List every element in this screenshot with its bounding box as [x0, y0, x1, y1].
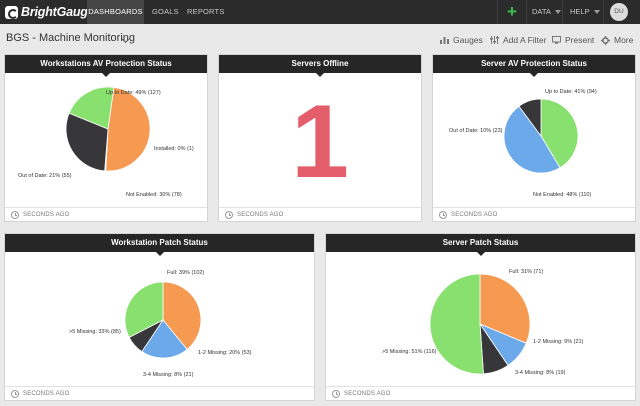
- nav-divider: [562, 0, 563, 24]
- dashboard-toolbar: BGS - Machine Monitoring Gauges Add A Fi…: [0, 24, 640, 52]
- clock-icon: [225, 210, 233, 219]
- pie-slice-label: 1-2 Missing: 20% (53): [198, 350, 252, 356]
- pie-slice[interactable]: [162, 281, 202, 350]
- add-plus-icon[interactable]: +: [507, 2, 517, 21]
- pie-slice-label: Not Enabled: 30% (78): [126, 192, 182, 198]
- pie-slice-label: Up to Date: 41% (94): [545, 89, 597, 95]
- gauge-card-workstations-av[interactable]: Workstations AV Protection Status Up to …: [4, 54, 208, 222]
- pie-slice[interactable]: [141, 319, 188, 359]
- gauge-title: Server Patch Status: [326, 234, 635, 256]
- updated-time: SECONDS AGO: [451, 211, 498, 218]
- gauges-label: Gauges: [453, 35, 483, 45]
- nav-tab-reports[interactable]: REPORTS: [187, 7, 225, 16]
- pie-chart: Up to Date: 49% (127) Installed: 0% (1) …: [18, 86, 194, 198]
- pie-slice[interactable]: [68, 86, 115, 130]
- servers-offline-value: 1: [291, 84, 349, 200]
- nav-tab-goals[interactable]: GOALS: [152, 7, 179, 16]
- gauge-card-server-patch[interactable]: Server Patch Status Full: 31% (71) 1-2 M…: [325, 233, 636, 401]
- gauge-updated-footer: SECONDS AGO: [326, 386, 635, 400]
- gauges-button[interactable]: Gauges: [440, 34, 483, 46]
- caret-down-icon: [593, 10, 600, 15]
- nav-divider: [497, 0, 498, 24]
- pie-slice-label: Not Enabled: 48% (110): [533, 192, 591, 198]
- pie-chart: Full: 39% (102) 1-2 Missing: 20% (53) 3-…: [69, 270, 252, 378]
- pie-slice-label: 1-2 Missing: 9% (21): [533, 339, 584, 345]
- pie-slice-label: Installed: 0% (1): [154, 146, 194, 152]
- gauge-card-workstation-patch[interactable]: Workstation Patch Status Full: 39% (102)…: [4, 233, 315, 401]
- dashboard-title[interactable]: BGS - Machine Monitoring: [6, 32, 135, 44]
- pie-slice[interactable]: [479, 273, 531, 344]
- gauge-title: Workstations AV Protection Status: [5, 55, 207, 77]
- pie-slice-label: Full: 39% (102): [167, 270, 204, 276]
- gauge-card-servers-offline[interactable]: Servers Offline 1 SECONDS AGO: [218, 54, 422, 222]
- brand-logo[interactable]: BrightGauge: [5, 4, 95, 20]
- gauge-updated-footer: SECONDS AGO: [433, 207, 635, 221]
- pie-slice[interactable]: [429, 273, 484, 375]
- gauge-title: Servers Offline: [219, 55, 421, 77]
- updated-time: SECONDS AGO: [344, 390, 391, 397]
- gauge-updated-footer: SECONDS AGO: [219, 207, 421, 221]
- nav-tab-dashboards[interactable]: DASHBOARDS: [87, 0, 144, 24]
- data-menu[interactable]: DATA: [532, 0, 561, 24]
- gauge-updated-footer: SECONDS AGO: [5, 207, 207, 221]
- gauge-updated-footer: SECONDS AGO: [5, 386, 314, 400]
- updated-time: SECONDS AGO: [237, 211, 284, 218]
- pie-slice[interactable]: [503, 105, 561, 174]
- brightgauge-logo-icon: [5, 5, 18, 19]
- pie-slice-label: Full: 31% (71): [509, 269, 543, 275]
- bar-chart-icon: [440, 37, 449, 44]
- more-label: More: [614, 35, 634, 45]
- gauge-title: Workstation Patch Status: [5, 234, 314, 256]
- pie-slice[interactable]: [540, 98, 579, 169]
- pie-slice-label: Out of Date: 10% (23): [449, 128, 503, 134]
- pie-slice-label: 3-4 Missing: 8% (19): [515, 370, 566, 376]
- monitor-icon: [552, 36, 561, 44]
- nav-divider: [526, 0, 527, 24]
- clock-icon: [332, 389, 340, 398]
- pie-slice[interactable]: [124, 281, 164, 338]
- user-avatar[interactable]: DU: [610, 3, 628, 21]
- pie-chart: Up to Date: 41% (94) Not Enabled: 48% (1…: [449, 89, 597, 198]
- add-filter-button[interactable]: Add A Filter: [490, 34, 546, 46]
- clock-icon: [11, 210, 19, 219]
- pie-slice[interactable]: [105, 86, 151, 172]
- pie-slice-label: Up to Date: 49% (127): [106, 90, 161, 96]
- help-menu[interactable]: HELP: [570, 0, 600, 24]
- nav-divider: [603, 0, 604, 24]
- filter-sliders-icon: [490, 36, 499, 44]
- pie-slice[interactable]: [518, 98, 542, 138]
- present-label: Present: [565, 35, 595, 45]
- gear-icon: [601, 35, 610, 45]
- brand-name: BrightGauge: [21, 5, 95, 19]
- caret-down-icon: [554, 10, 561, 15]
- add-filter-label: Add A Filter: [503, 35, 547, 45]
- pie-slice-label: Out of Date: 21% (55): [18, 173, 72, 179]
- help-menu-label: HELP: [570, 7, 590, 16]
- clock-icon: [439, 210, 447, 219]
- pie-slice-label: 3-4 Missing: 8% (21): [143, 372, 194, 378]
- pie-slice-label: >5 Missing: 51% (116): [382, 349, 437, 355]
- present-button[interactable]: Present: [552, 34, 594, 46]
- gauge-title: Server AV Protection Status: [433, 55, 635, 77]
- pie-slice[interactable]: [65, 112, 109, 172]
- pie-slice-label: >5 Missing: 33% (85): [69, 329, 121, 335]
- updated-time: SECONDS AGO: [23, 390, 70, 397]
- more-button[interactable]: More: [601, 34, 633, 46]
- data-menu-label: DATA: [532, 7, 551, 16]
- updated-time: SECONDS AGO: [23, 211, 70, 218]
- gauge-card-server-av[interactable]: Server AV Protection Status Up to Date: …: [432, 54, 636, 222]
- clock-icon: [11, 389, 19, 398]
- pie-chart: Full: 31% (71) 1-2 Missing: 9% (21) 3-4 …: [382, 269, 584, 376]
- top-nav-bar: BrightGauge DASHBOARDS GOALS REPORTS + D…: [0, 0, 640, 24]
